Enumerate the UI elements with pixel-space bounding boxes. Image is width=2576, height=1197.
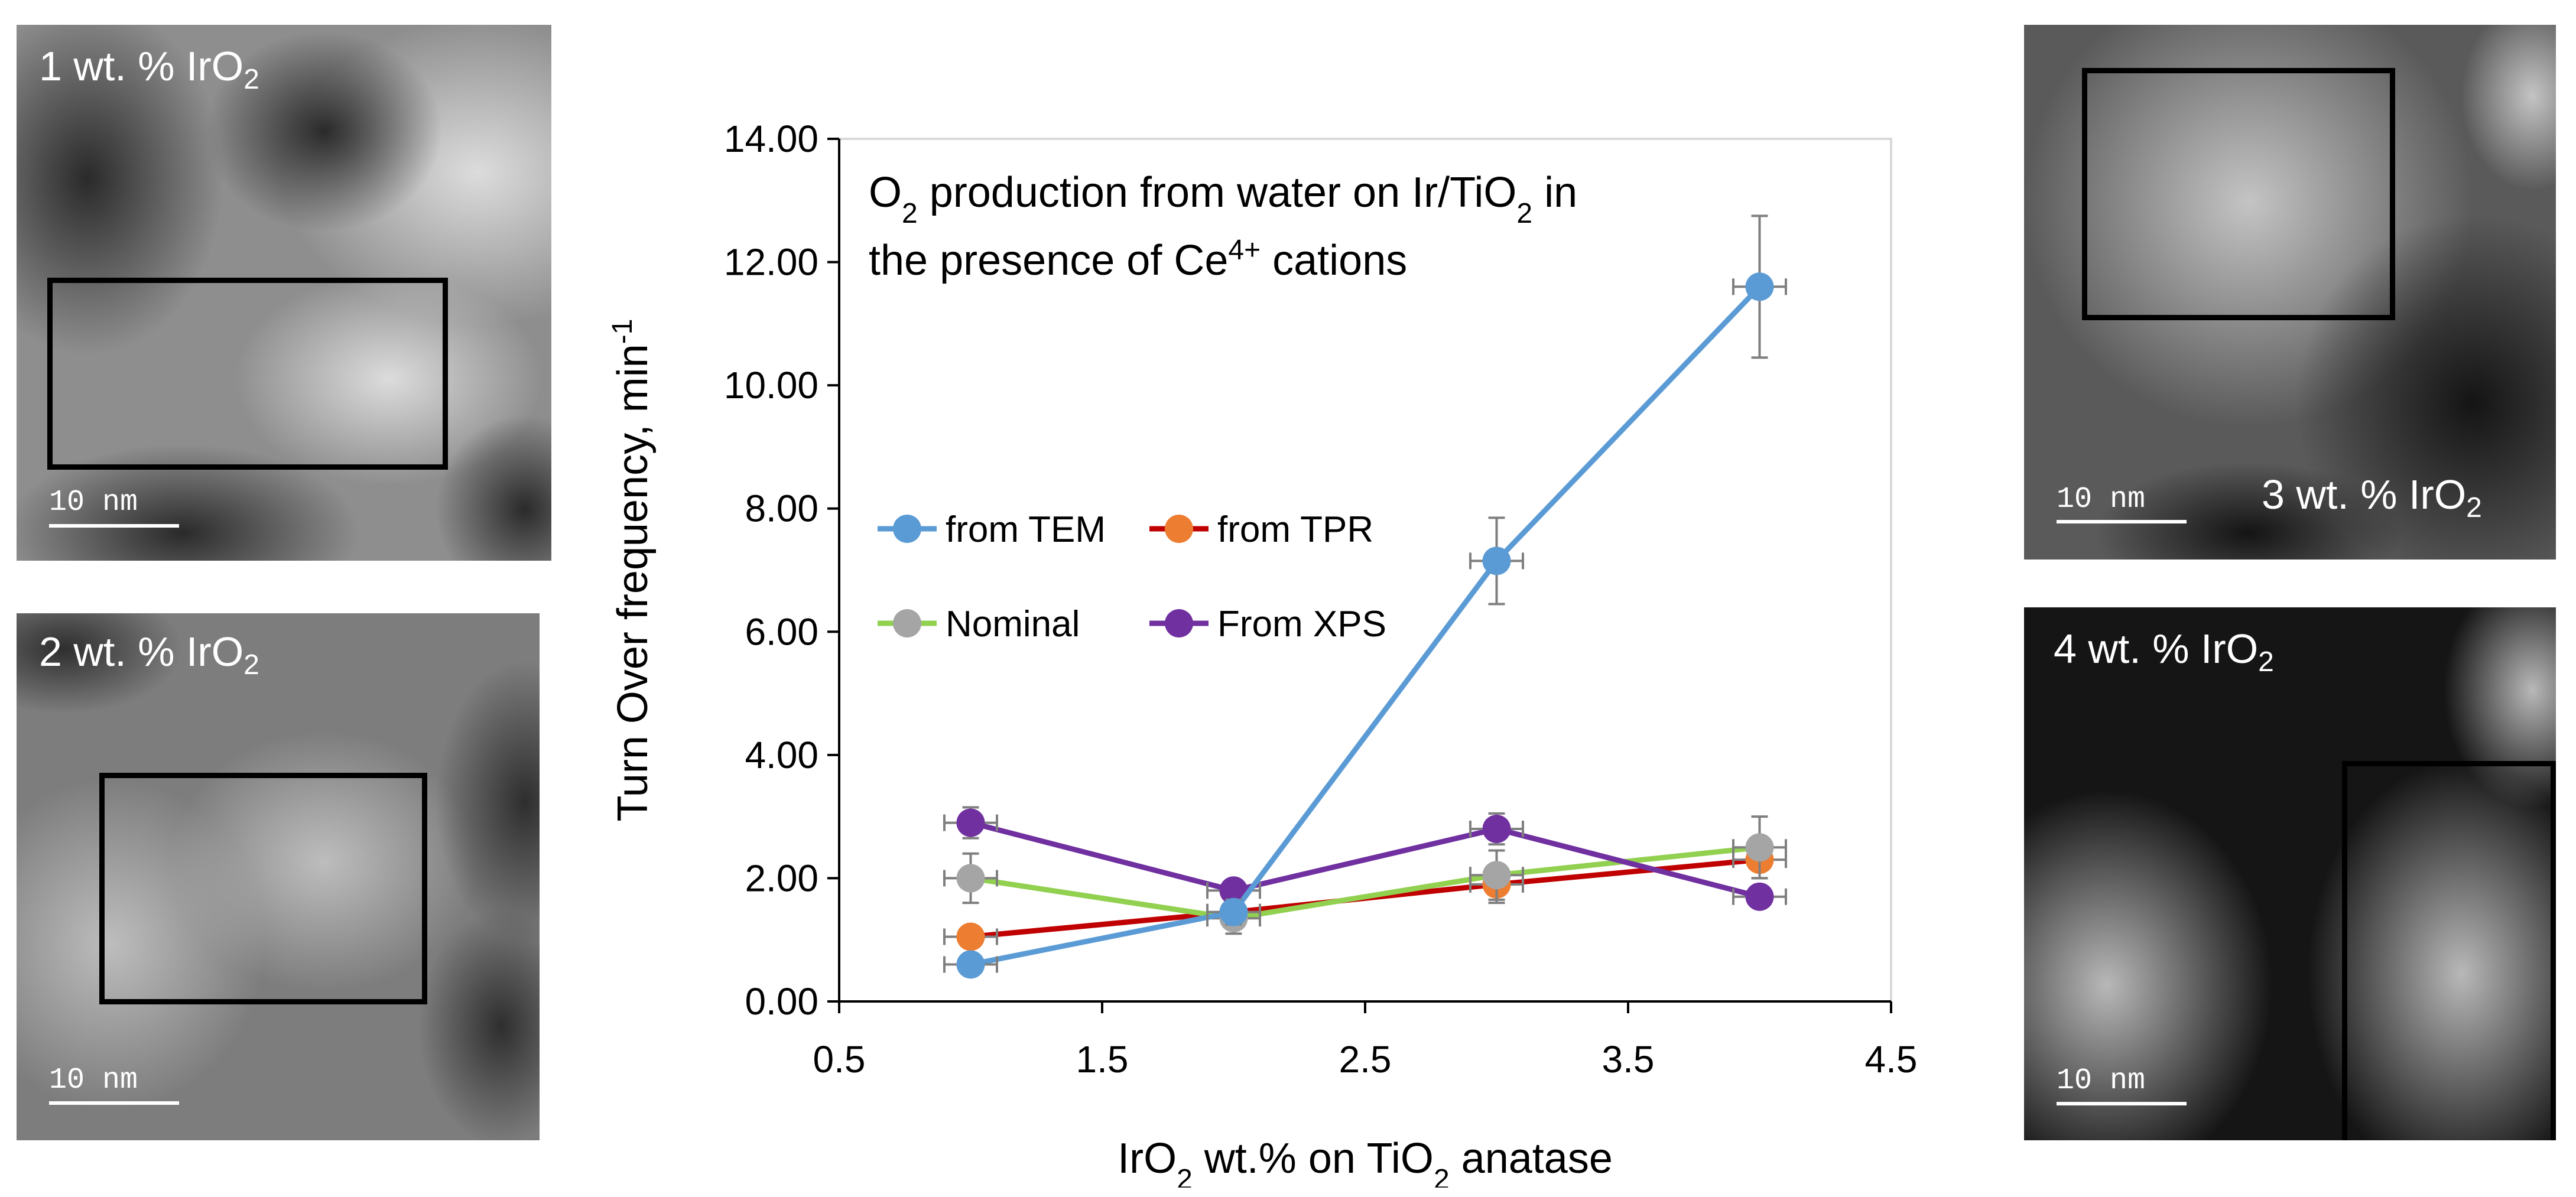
panel-label-2-sub: 2 bbox=[243, 649, 259, 681]
series-from-tem bbox=[943, 214, 1787, 979]
data-point bbox=[1219, 876, 1248, 905]
legend: from TEM from TPR Nominal From XPS bbox=[878, 509, 1386, 645]
legend-label: from TPR bbox=[1217, 509, 1373, 550]
series-line bbox=[970, 820, 1760, 900]
data-point bbox=[1745, 882, 1774, 911]
roi-box-3 bbox=[2082, 68, 2395, 320]
legend-item-nominal: Nominal bbox=[878, 604, 1080, 645]
x-tick-label: 4.5 bbox=[1865, 1038, 1918, 1081]
micrograph-3wt: 3 wt. % IrO2 10 nm bbox=[2024, 25, 2556, 560]
series-layer bbox=[943, 214, 1787, 979]
y-tick-label: 4.00 bbox=[745, 734, 818, 776]
data-point bbox=[1482, 861, 1511, 890]
panel-label-3-text: 3 wt. % IrO bbox=[2262, 471, 2467, 518]
scale-label-3: 10 nm bbox=[2057, 483, 2146, 516]
series-from-xps bbox=[943, 806, 1787, 911]
micrograph-1wt: 1 wt. % IrO2 10 nm bbox=[17, 25, 551, 561]
panel-label-2: 2 wt. % IrO2 bbox=[39, 628, 259, 679]
panel-label-1: 1 wt. % IrO2 bbox=[39, 43, 259, 94]
y-axis-label: Turn Over frequency, min-1 bbox=[607, 319, 657, 822]
panel-label-1-sub: 2 bbox=[243, 64, 259, 95]
scale-bar-3 bbox=[2057, 520, 2187, 523]
panel-label-4-sub: 2 bbox=[2258, 646, 2274, 678]
panel-label-4: 4 wt. % IrO2 bbox=[2054, 625, 2274, 676]
y-tick-label: 6.00 bbox=[745, 610, 818, 653]
panel-label-4-text: 4 wt. % IrO bbox=[2054, 626, 2259, 672]
legend-item-from-tpr: from TPR bbox=[1149, 509, 1373, 550]
panel-label-2-text: 2 wt. % IrO bbox=[39, 629, 244, 675]
data-point bbox=[956, 808, 985, 837]
roi-box-1 bbox=[47, 278, 448, 470]
micrograph-2wt: 2 wt. % IrO2 10 nm bbox=[17, 613, 540, 1140]
x-tick-label: 1.5 bbox=[1076, 1038, 1129, 1081]
data-point bbox=[956, 922, 985, 951]
legend-label: Nominal bbox=[946, 604, 1080, 645]
data-point bbox=[1745, 272, 1774, 301]
y-tick-label: 2.00 bbox=[745, 857, 818, 899]
y-tick-label: 0.00 bbox=[745, 980, 818, 1023]
legend-label: from TEM bbox=[946, 509, 1106, 550]
x-tick-label: 3.5 bbox=[1602, 1038, 1655, 1081]
legend-marker bbox=[893, 609, 921, 637]
series-nominal bbox=[943, 815, 1787, 935]
x-tick-label: 2.5 bbox=[1339, 1038, 1392, 1081]
scale-bar-4 bbox=[2057, 1102, 2187, 1105]
y-tick-label: 12.00 bbox=[724, 241, 818, 284]
panel-label-3: 3 wt. % IrO2 bbox=[2262, 471, 2482, 522]
panel-label-3-sub: 2 bbox=[2466, 492, 2482, 523]
scale-label-1: 10 nm bbox=[49, 486, 138, 519]
data-point bbox=[956, 950, 985, 979]
scale-bar-2 bbox=[49, 1101, 179, 1105]
panel-label-1-text: 1 wt. % IrO bbox=[39, 43, 244, 89]
data-point bbox=[1482, 547, 1511, 575]
micrograph-4wt: 4 wt. % IrO2 10 nm bbox=[2024, 607, 2556, 1140]
data-point bbox=[1219, 897, 1248, 926]
chart-title-line-1: O2 production from water on Ir/TiO2 in bbox=[869, 169, 1577, 229]
legend-marker bbox=[1165, 515, 1193, 543]
axes: 0.00 2.00 4.00 6.00 8.00 10.00 12.00 14.00 0.5 1.… bbox=[724, 118, 1918, 1081]
tof-chart: 0.00 2.00 4.00 6.00 8.00 10.00 12.00 14.00 0.5 1.… bbox=[607, 118, 1918, 1188]
legend-item-from-tem: from TEM bbox=[878, 509, 1106, 550]
data-point bbox=[1482, 815, 1511, 843]
y-tick-label: 14.00 bbox=[724, 118, 818, 160]
x-tick-label: 0.5 bbox=[813, 1038, 866, 1081]
data-point bbox=[1745, 833, 1774, 862]
roi-box-2 bbox=[99, 773, 427, 1004]
data-point bbox=[956, 864, 985, 893]
legend-marker bbox=[893, 515, 921, 543]
legend-marker bbox=[1165, 609, 1193, 637]
series-line bbox=[970, 285, 1762, 967]
micrograph-4wt-image bbox=[2024, 607, 2556, 1140]
scale-label-2: 10 nm bbox=[49, 1063, 138, 1097]
legend-item-from-xps: From XPS bbox=[1149, 604, 1386, 645]
micrograph-3wt-image bbox=[2024, 25, 2556, 560]
legend-label: From XPS bbox=[1217, 604, 1386, 645]
y-tick-label: 8.00 bbox=[745, 487, 818, 530]
y-tick-label: 10.00 bbox=[724, 364, 818, 406]
micrograph-1wt-image bbox=[17, 25, 551, 561]
scale-label-4: 10 nm bbox=[2057, 1064, 2146, 1098]
scale-bar-1 bbox=[49, 524, 179, 528]
x-axis-label: IrO2 wt.% on TiO2 anatase bbox=[1118, 1135, 1613, 1188]
roi-box-4 bbox=[2342, 761, 2556, 1140]
chart-title-line-2: the presence of Ce4+ cations bbox=[869, 235, 1407, 285]
